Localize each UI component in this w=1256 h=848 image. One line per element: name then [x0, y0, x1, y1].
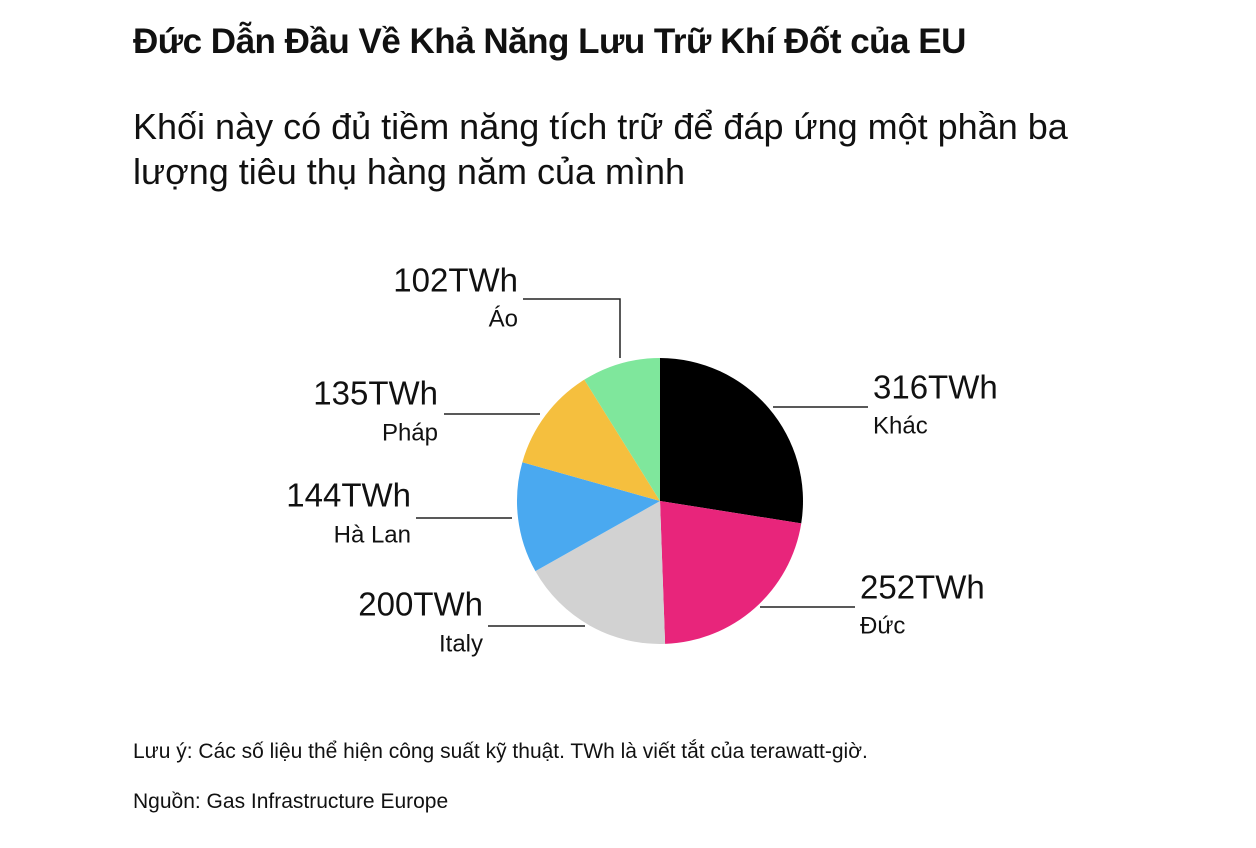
category-label: Pháp	[382, 419, 438, 446]
pie-slice	[517, 462, 660, 572]
value-label: 102TWh	[393, 262, 518, 299]
pie-slice	[584, 358, 660, 501]
chart-subtitle: Khối này có đủ tiềm năng tích trữ để đáp…	[133, 106, 1068, 192]
value-label: 144TWh	[286, 477, 411, 514]
category-label: Italy	[439, 630, 483, 657]
value-label: 252TWh	[860, 569, 985, 606]
category-label: Hà Lan	[334, 521, 411, 548]
value-label: 316TWh	[873, 369, 998, 406]
category-label: Khác	[873, 412, 928, 439]
pie-slice	[660, 358, 803, 524]
leader-line	[523, 298, 621, 358]
note: Lưu ý: Các số liệu thể hiện công suất kỹ…	[133, 740, 868, 763]
category-label: Áo	[489, 305, 518, 332]
value-label: 135TWh	[313, 375, 438, 412]
pie-slice	[535, 501, 666, 644]
category-label: Đức	[860, 612, 905, 639]
source: Nguồn: Gas Infrastructure Europe	[133, 790, 449, 813]
chart-title: Đức Dẫn Đầu Về Khả Năng Lưu Trữ Khí Đốt …	[133, 22, 966, 61]
pie-slice	[522, 379, 660, 501]
pie-slice	[660, 501, 802, 644]
value-label: 200TWh	[358, 586, 483, 623]
